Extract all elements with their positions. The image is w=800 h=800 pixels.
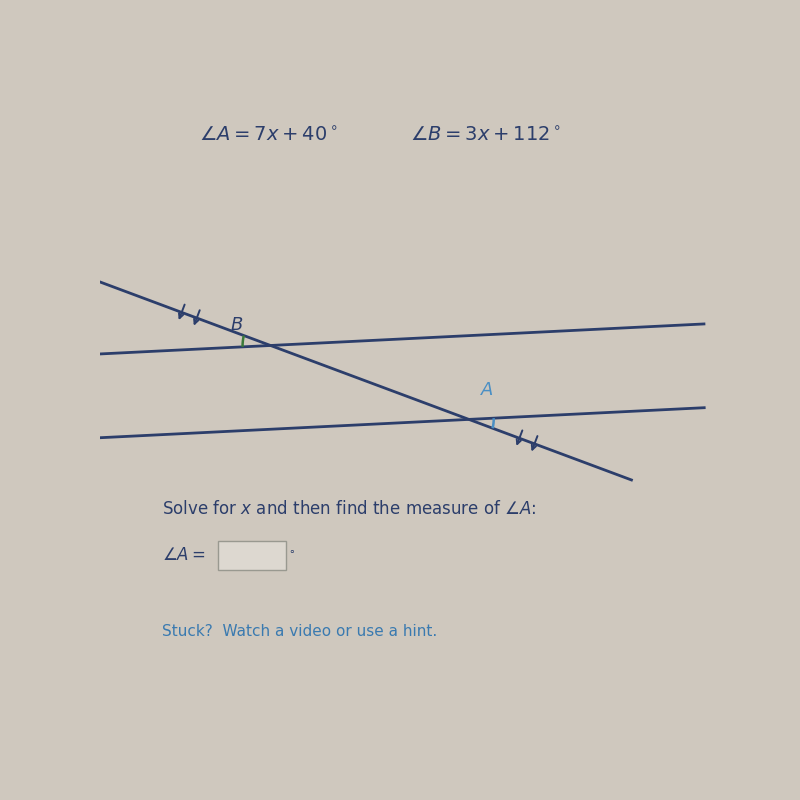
- FancyBboxPatch shape: [218, 541, 286, 570]
- Text: $^\circ$: $^\circ$: [286, 547, 295, 562]
- Text: A: A: [482, 381, 494, 398]
- Text: $\angle A =$: $\angle A =$: [162, 546, 206, 564]
- Text: $\angle B = 3x + 112^\circ$: $\angle B = 3x + 112^\circ$: [410, 126, 561, 146]
- Text: B: B: [230, 316, 242, 334]
- Text: Solve for $x$ and then find the measure of $\angle A$:: Solve for $x$ and then find the measure …: [162, 500, 537, 518]
- Text: $\angle A = 7x + 40^\circ$: $\angle A = 7x + 40^\circ$: [199, 126, 338, 146]
- Text: Stuck?  Watch a video or use a hint.: Stuck? Watch a video or use a hint.: [162, 625, 438, 639]
